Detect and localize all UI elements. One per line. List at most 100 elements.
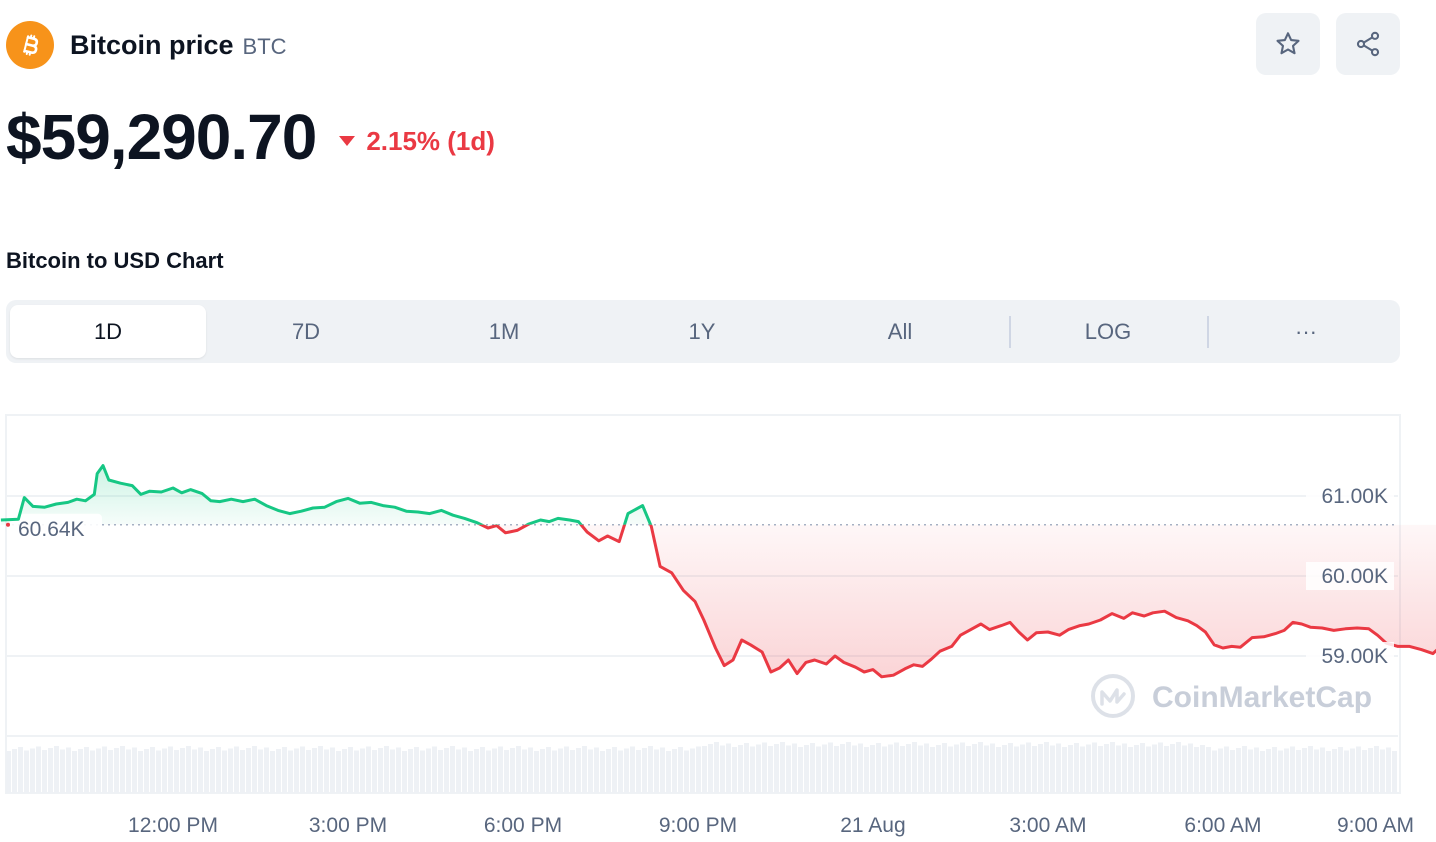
volume-bar bbox=[924, 743, 929, 793]
volume-bar bbox=[564, 746, 569, 793]
volume-bar bbox=[1176, 742, 1181, 793]
volume-bar bbox=[630, 746, 635, 793]
volume-bar bbox=[222, 750, 227, 793]
volume-bar bbox=[240, 750, 245, 793]
coin-name: Bitcoin price bbox=[70, 29, 234, 60]
volume-bar bbox=[318, 746, 323, 793]
volume-bar bbox=[402, 751, 407, 793]
tab-log[interactable]: LOG bbox=[1084, 318, 1132, 344]
y-tick-label: 61.00K bbox=[1321, 485, 1388, 508]
tab-1y[interactable]: 1Y bbox=[688, 318, 716, 344]
reference-marker bbox=[6, 522, 10, 527]
volume-bar bbox=[768, 746, 773, 793]
volume-bar bbox=[552, 750, 557, 793]
volume-bar bbox=[720, 745, 725, 793]
volume-bar bbox=[972, 744, 977, 793]
volume-bar bbox=[858, 743, 863, 793]
volume-bar bbox=[570, 750, 575, 793]
volume-bar bbox=[1098, 746, 1103, 793]
volume-bar bbox=[288, 750, 293, 793]
x-tick-label: 6:00 PM bbox=[484, 814, 562, 837]
volume-bar bbox=[18, 747, 23, 793]
volume-bar bbox=[708, 744, 713, 793]
x-tick-label: 6:00 AM bbox=[1184, 814, 1261, 837]
volume-bar bbox=[144, 749, 149, 793]
volume-bar bbox=[24, 750, 29, 793]
x-tick-label: 21 Aug bbox=[840, 814, 905, 837]
volume-bar bbox=[426, 748, 431, 793]
price-chart[interactable]: 60.64K 61.00K 60.00K 59.00K 12:00 PM 3:00 PM 6… bbox=[0, 405, 1436, 842]
volume-bar bbox=[438, 750, 443, 793]
volume-bar bbox=[804, 745, 809, 793]
volume-bar bbox=[132, 747, 137, 793]
volume-bar bbox=[1278, 750, 1283, 793]
volume-bar bbox=[258, 749, 263, 793]
volume-bar bbox=[636, 750, 641, 793]
volume-bar bbox=[126, 749, 131, 793]
volume-bar bbox=[54, 746, 59, 793]
volume-bar bbox=[48, 748, 53, 793]
volume-bar bbox=[624, 748, 629, 793]
volume-bar bbox=[792, 743, 797, 793]
volume-bar bbox=[1086, 744, 1091, 793]
tab-1d[interactable]: 1D bbox=[10, 305, 206, 358]
volume-bar bbox=[714, 742, 719, 793]
volume-bar bbox=[1146, 746, 1151, 793]
volume-bar bbox=[492, 748, 497, 793]
tab-divider bbox=[1009, 316, 1011, 348]
volume-bar bbox=[774, 744, 779, 793]
volume-bar bbox=[432, 746, 437, 793]
price-area-up bbox=[0, 465, 1436, 525]
volume-bar bbox=[588, 749, 593, 793]
volume-bar bbox=[66, 747, 71, 793]
volume-bar bbox=[684, 750, 689, 793]
price-line-up bbox=[0, 464, 653, 525]
x-tick-label: 3:00 PM bbox=[309, 814, 387, 837]
volume-bar bbox=[846, 742, 851, 793]
price-area-down bbox=[481, 524, 1436, 677]
volume-bar bbox=[204, 751, 209, 793]
share-button[interactable] bbox=[1336, 13, 1400, 75]
price-chart-svg[interactable]: 60.64K 61.00K 60.00K 59.00K 12:00 PM 3:00 PM 6… bbox=[0, 405, 1436, 842]
volume-bar bbox=[1248, 749, 1253, 793]
volume-bar bbox=[1002, 745, 1007, 793]
reference-label: 60.64K bbox=[18, 518, 85, 541]
volume-bar bbox=[954, 744, 959, 793]
tab-7d[interactable]: 7D bbox=[291, 318, 321, 344]
volume-bar bbox=[1092, 742, 1097, 793]
volume-bar bbox=[1200, 745, 1205, 793]
y-tick-label: 60.00K bbox=[1321, 565, 1388, 588]
volume-bar bbox=[1392, 751, 1397, 793]
volume-bar bbox=[990, 743, 995, 793]
volume-bar bbox=[510, 748, 515, 793]
volume-bar bbox=[174, 750, 179, 793]
volume-bar bbox=[738, 745, 743, 793]
x-tick-label: 9:00 PM bbox=[659, 814, 737, 837]
volume-bar bbox=[942, 743, 947, 793]
more-options-button[interactable]: ··· bbox=[1295, 318, 1317, 344]
reference-label-bg bbox=[10, 513, 102, 540]
volume-bar bbox=[864, 747, 869, 793]
volume-bar bbox=[270, 751, 275, 793]
tab-divider bbox=[1207, 316, 1209, 348]
volume-bar bbox=[408, 749, 413, 793]
volume-bar bbox=[1236, 748, 1241, 793]
volume-bar bbox=[666, 751, 671, 793]
volume-bar bbox=[912, 742, 917, 793]
volume-bar bbox=[30, 748, 35, 793]
watchlist-star-button[interactable] bbox=[1256, 13, 1320, 75]
volume-bar bbox=[1026, 742, 1031, 793]
volume-bar bbox=[1296, 750, 1301, 793]
volume-bar bbox=[366, 746, 371, 793]
volume-bar bbox=[168, 746, 173, 793]
volume-bar bbox=[606, 749, 611, 793]
volume-bar bbox=[354, 750, 359, 793]
volume-bar bbox=[558, 748, 563, 793]
tab-1m[interactable]: 1M bbox=[488, 318, 520, 344]
volume-bar bbox=[336, 751, 341, 793]
volume-bar bbox=[234, 746, 239, 793]
volume-bar bbox=[540, 749, 545, 793]
tab-all[interactable]: All bbox=[887, 318, 913, 344]
volume-bar bbox=[264, 747, 269, 793]
volume-bar bbox=[390, 749, 395, 793]
